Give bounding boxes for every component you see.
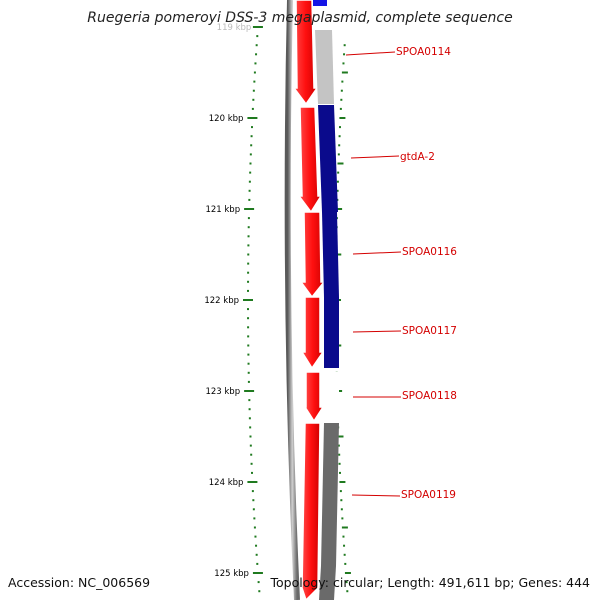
gene-label-lines <box>345 51 402 497</box>
position-ruler: 120 kbp 121 kbp 122 kbp 123 kbp 124 kbp 125 k… <box>204 23 351 593</box>
gene-labels: SPOA0114 gtdA-2 SPOA0116 SPOA0117 SPOA01… <box>396 46 457 501</box>
ruler-label: 125 kbp <box>214 569 249 579</box>
gene-block-SPOA0119 <box>321 423 339 566</box>
label-line-SPOA0117 <box>352 330 402 333</box>
gene-label-SPOA0117: SPOA0117 <box>402 325 457 337</box>
ruler-label: 120 kbp <box>209 114 244 124</box>
gene-block-SPOA0118 <box>324 372 339 422</box>
map-title: Ruegeria pomeroyi DSS-3 megaplasmid, com… <box>87 10 513 26</box>
ruler-label: 124 kbp <box>209 478 244 488</box>
gene-label-gtdA-2: gtdA-2 <box>400 151 435 163</box>
forward-gene-arrow <box>299 211 326 299</box>
gene-label-SPOA0118: SPOA0118 <box>402 390 457 402</box>
gene-label-SPOA0114: SPOA0114 <box>396 46 451 58</box>
forward-strand-genes <box>292 0 326 600</box>
ruler-label: 122 kbp <box>204 296 239 306</box>
forward-gene-arrow <box>292 0 319 106</box>
label-line-SPOA0119 <box>351 494 401 497</box>
gene-block-SPOA0114 <box>315 30 334 104</box>
forward-gene-arrow <box>303 371 325 423</box>
ruler-label: 121 kbp <box>205 205 240 215</box>
reverse-gene-block <box>319 566 336 600</box>
gene-block-gtdA-2 <box>318 105 338 212</box>
sequence-backbone <box>284 0 300 600</box>
forward-gene-arrow <box>300 296 325 370</box>
gene-label-SPOA0119: SPOA0119 <box>401 489 456 501</box>
label-line-SPOA0114 <box>345 51 396 56</box>
label-line-SPOA0116 <box>352 251 402 255</box>
gene-block-SPOA0117 <box>324 297 339 368</box>
forward-gene-arrow <box>297 106 323 214</box>
reverse-gene-block <box>313 0 327 6</box>
forward-gene-arrow <box>301 422 321 600</box>
gene-block-SPOA0116 <box>322 212 339 297</box>
accession-label: Accession: NC_006569 <box>8 575 151 590</box>
ruler-label: 123 kbp <box>205 387 240 397</box>
label-line-gtdA-2 <box>350 155 400 159</box>
sequence-summary: Topology: circular; Length: 491,611 bp; … <box>270 575 591 590</box>
reverse-strand-genes <box>313 0 339 600</box>
ruler-label-partial: 119 kbp <box>217 23 252 33</box>
gene-label-SPOA0116: SPOA0116 <box>402 246 457 258</box>
